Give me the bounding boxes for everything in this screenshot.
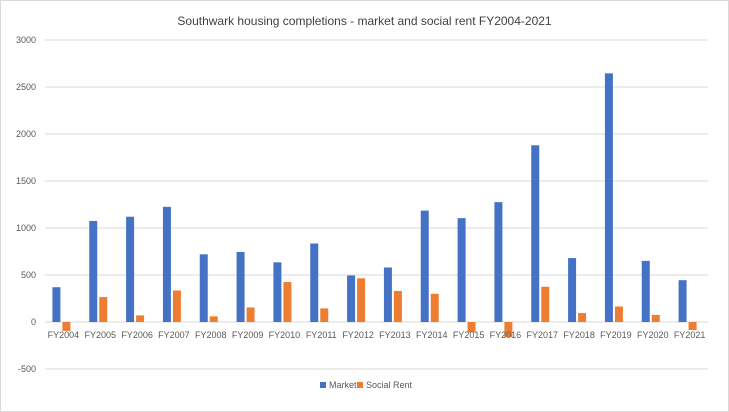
bar-social-rent: [614, 306, 623, 322]
x-tick-label: FY2020: [637, 330, 669, 340]
bar-social-rent: [136, 315, 145, 322]
y-tick-label: 3000: [16, 35, 36, 45]
bar-market: [89, 220, 98, 322]
x-tick-label: FY2007: [158, 330, 190, 340]
x-tick-label: FY2004: [48, 330, 80, 340]
x-axis-ticks: FY2004 FY2005 FY2006 FY2007 FY2008 FY2009 FY20…: [48, 330, 706, 340]
bar-social-rent: [99, 297, 108, 322]
bar-market: [568, 258, 577, 322]
bar-market: [494, 202, 503, 322]
bar-social-rent: [246, 307, 255, 322]
bar-market: [604, 73, 613, 323]
bar-social-rent: [430, 293, 439, 322]
y-tick-label: 2000: [16, 129, 36, 139]
y-tick-label: 1000: [16, 223, 36, 233]
bar-market: [52, 287, 61, 322]
x-tick-label: FY2008: [195, 330, 227, 340]
bar-market: [126, 216, 135, 322]
bar-social-rent: [467, 322, 476, 333]
bar-market: [347, 275, 356, 322]
bar-market: [383, 267, 392, 322]
y-tick-label: 2500: [16, 82, 36, 92]
x-tick-label: FY2015: [453, 330, 485, 340]
bar-social-rent: [209, 316, 218, 322]
bar-market: [678, 280, 687, 322]
chart-title: Southwark housing completions - market a…: [177, 14, 552, 28]
x-tick-label: FY2017: [526, 330, 558, 340]
y-tick-label: -500: [18, 364, 36, 374]
bar-social-rent: [688, 322, 697, 330]
bar-social-rent: [283, 282, 292, 322]
x-tick-label: FY2019: [600, 330, 632, 340]
bar-social-rent: [651, 314, 660, 322]
x-tick-label: FY2014: [416, 330, 448, 340]
x-tick-label: FY2009: [232, 330, 264, 340]
bar-social-rent: [578, 313, 587, 322]
x-tick-label: FY2011: [306, 330, 337, 340]
legend-swatch-market: [320, 382, 326, 388]
legend-label-market: Market: [329, 380, 357, 390]
y-tick-label: 0: [31, 317, 36, 327]
x-tick-label: FY2010: [269, 330, 301, 340]
bar-social-rent: [541, 286, 550, 322]
bar-market: [641, 260, 650, 322]
bar-market: [162, 206, 171, 322]
bar-social-rent: [320, 308, 329, 322]
bar-social-rent: [393, 290, 402, 322]
bar-market: [310, 243, 319, 322]
y-axis-ticks: 3000 2500 2000 1500 1000 500 0 -500: [16, 35, 36, 374]
bar-social-rent: [172, 290, 181, 322]
bar-market: [531, 145, 540, 322]
bar-social-rent: [504, 322, 513, 338]
bar-market: [236, 251, 245, 322]
legend: Market Social Rent: [320, 380, 413, 390]
bar-market: [457, 218, 466, 322]
legend-swatch-social-rent: [357, 382, 363, 388]
bar-social-rent: [62, 322, 71, 331]
x-tick-label: FY2016: [490, 330, 522, 340]
bar-market: [273, 262, 282, 322]
bars: [52, 73, 697, 338]
gridlines: [45, 39, 708, 370]
y-tick-label: 1500: [16, 176, 36, 186]
bar-market: [420, 210, 429, 322]
x-tick-label: FY2013: [379, 330, 411, 340]
legend-label-social-rent: Social Rent: [366, 380, 413, 390]
x-tick-label: FY2005: [84, 330, 116, 340]
bar-market: [199, 254, 208, 322]
x-tick-label: FY2018: [563, 330, 595, 340]
x-tick-label: FY2021: [674, 330, 706, 340]
x-tick-label: FY2006: [121, 330, 153, 340]
y-tick-label: 500: [21, 270, 36, 280]
bar-social-rent: [357, 278, 366, 322]
x-tick-label: FY2012: [342, 330, 374, 340]
